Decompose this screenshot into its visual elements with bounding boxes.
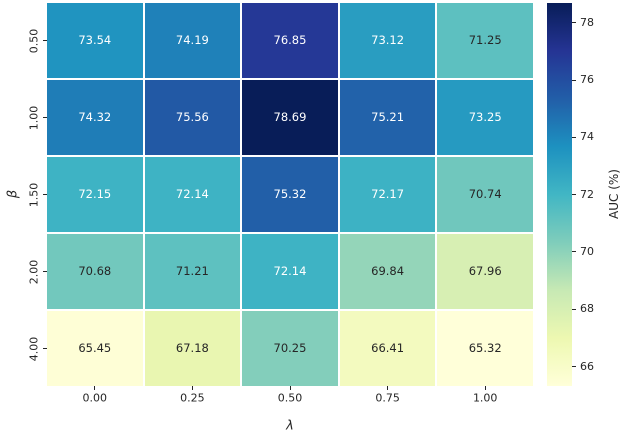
x-tick-label: 0.00: [82, 391, 108, 405]
colorbar-tick-label: 72: [580, 187, 594, 201]
heatmap-cell-beta4.00-lambda0.75: 66.41: [339, 311, 436, 386]
y-tick-label: 0.50: [27, 28, 41, 53]
heatmap-cell-beta0.50-lambda0.50: 76.85: [242, 3, 338, 78]
heatmap-cell-beta0.50-lambda0.25: 74.19: [144, 3, 241, 78]
heatmap-cell-beta1.00-lambda1.00: 73.25: [437, 80, 533, 155]
heatmap-cell-beta4.00-lambda0.50: 70.25: [242, 311, 338, 386]
colorbar-tick-label: 76: [580, 73, 594, 87]
heatmap-grid: 73.54 74.19 76.85 73.12 71.25 74.32 75.56 78.69…: [47, 3, 533, 386]
heatmap-cell-beta1.50-lambda0.00: 72.15: [47, 157, 143, 232]
y-tick-label: 1.00: [27, 105, 41, 130]
colorbar-tick-label: 66: [580, 359, 594, 373]
colorbar: [547, 3, 572, 386]
y-tick-mark: [43, 117, 47, 118]
x-tick-mark: [387, 386, 389, 390]
y-axis-label: β: [5, 189, 21, 199]
heatmap-cell-beta1.50-lambda0.25: 72.14: [144, 157, 241, 232]
y-tick-label: 2.00: [27, 259, 41, 284]
x-tick-mark: [484, 386, 486, 390]
colorbar-tick-mark: [572, 79, 576, 81]
y-tick-label: 4.00: [27, 336, 41, 361]
colorbar-tick-mark: [572, 366, 576, 368]
heatmap-cell-beta2.00-lambda1.00: 67.96: [437, 234, 533, 309]
colorbar-tick-mark: [572, 251, 576, 253]
colorbar-tick-mark: [572, 308, 576, 310]
x-axis-label: λ: [286, 418, 294, 434]
colorbar-tick-mark: [572, 136, 576, 138]
heatmap-cell-beta4.00-lambda0.00: 65.45: [47, 311, 143, 386]
colorbar-label: AUC (%): [607, 169, 621, 219]
colorbar-tick-mark: [572, 22, 576, 24]
colorbar-tick-label: 68: [580, 302, 594, 316]
heatmap-cell-beta0.50-lambda0.00: 73.54: [47, 3, 143, 78]
heatmap-cell-beta0.50-lambda1.00: 71.25: [437, 3, 533, 78]
colorbar-tick-label: 78: [580, 15, 594, 29]
y-tick-mark: [43, 271, 47, 272]
x-tick-mark: [94, 386, 96, 390]
x-tick-label: 0.25: [180, 391, 205, 405]
colorbar-tick-label: 74: [580, 130, 594, 144]
heatmap-cell-beta1.00-lambda0.00: 74.32: [47, 80, 143, 155]
heatmap-cell-beta0.50-lambda0.75: 73.12: [339, 3, 436, 78]
x-tick-mark: [191, 386, 193, 390]
heatmap-cell-beta2.00-lambda0.25: 71.21: [144, 234, 241, 309]
x-tick-label: 0.75: [375, 391, 400, 405]
y-tick-mark: [43, 40, 47, 41]
y-tick-mark: [43, 194, 47, 195]
colorbar-tick-label: 70: [580, 244, 594, 258]
heatmap-cell-beta2.00-lambda0.00: 70.68: [47, 234, 143, 309]
heatmap-cell-beta1.00-lambda0.50: 78.69: [242, 80, 338, 155]
heatmap-cell-beta2.00-lambda0.50: 72.14: [242, 234, 338, 309]
heatmap-cell-beta2.00-lambda0.75: 69.84: [339, 234, 436, 309]
y-tick-label: 1.50: [27, 182, 41, 207]
colorbar-tick-mark: [572, 194, 576, 196]
heatmap-cell-beta1.50-lambda0.50: 75.32: [242, 157, 338, 232]
heatmap-cell-beta4.00-lambda1.00: 65.32: [437, 311, 533, 386]
heatmap-cell-beta1.50-lambda0.75: 72.17: [339, 157, 436, 232]
x-tick-label: 1.00: [472, 391, 498, 405]
x-tick-mark: [289, 386, 291, 390]
x-tick-label: 0.50: [277, 391, 303, 405]
heatmap-cell-beta1.00-lambda0.75: 75.21: [339, 80, 436, 155]
heatmap-cell-beta4.00-lambda0.25: 67.18: [144, 311, 241, 386]
y-tick-mark: [43, 348, 47, 349]
heatmap-cell-beta1.00-lambda0.25: 75.56: [144, 80, 241, 155]
heatmap-cell-beta1.50-lambda1.00: 70.74: [437, 157, 533, 232]
